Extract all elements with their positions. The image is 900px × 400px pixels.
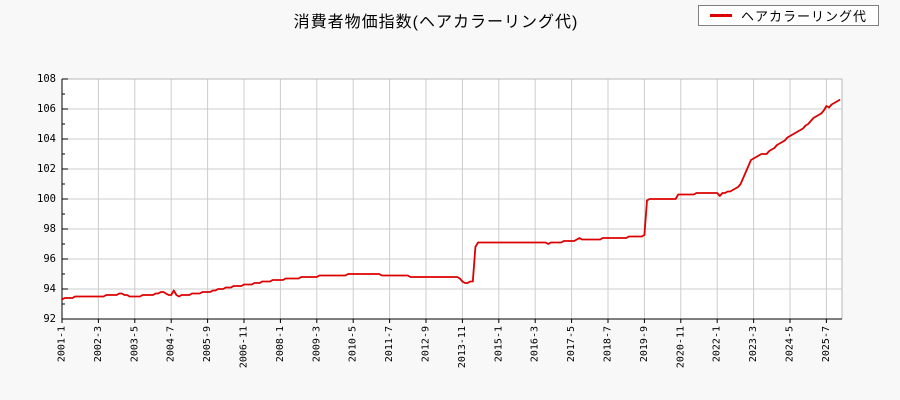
- svg-text:94: 94: [43, 283, 56, 295]
- svg-text:2025-7: 2025-7: [821, 326, 832, 362]
- svg-text:2013-11: 2013-11: [457, 326, 468, 368]
- svg-text:2002-3: 2002-3: [93, 326, 104, 362]
- legend-series-line-icon: [710, 14, 732, 17]
- y-gridlines: [62, 108, 842, 290]
- svg-text:104: 104: [37, 133, 56, 145]
- svg-text:2011-7: 2011-7: [384, 326, 395, 362]
- legend: ヘアカラーリング代: [698, 5, 880, 26]
- svg-text:2020-11: 2020-11: [675, 326, 686, 368]
- svg-text:100: 100: [37, 193, 56, 205]
- svg-text:2023-3: 2023-3: [748, 326, 759, 362]
- svg-text:106: 106: [37, 103, 56, 115]
- svg-text:2015-1: 2015-1: [493, 326, 504, 362]
- y-ticks: [62, 78, 68, 320]
- svg-text:2003-5: 2003-5: [129, 326, 140, 362]
- svg-text:2016-3: 2016-3: [530, 326, 541, 362]
- svg-text:2010-5: 2010-5: [348, 326, 359, 362]
- svg-text:2022-1: 2022-1: [712, 326, 723, 362]
- svg-text:98: 98: [43, 223, 56, 235]
- svg-text:2012-9: 2012-9: [421, 326, 432, 362]
- svg-text:2005-9: 2005-9: [202, 326, 213, 362]
- svg-text:2017-5: 2017-5: [566, 326, 577, 362]
- svg-text:108: 108: [37, 73, 56, 85]
- svg-text:2006-11: 2006-11: [239, 326, 250, 368]
- x-tick-labels: 2001-1 2002-3 2003-5 2004-7 2005-9 2006-11 200…: [57, 326, 832, 368]
- series-line: [61, 99, 841, 301]
- x-gridlines: [97, 79, 827, 319]
- svg-text:2008-1: 2008-1: [275, 326, 286, 362]
- legend-series-label: ヘアカラーリング代: [741, 9, 868, 24]
- svg-text:92: 92: [43, 313, 56, 325]
- svg-text:2001-1: 2001-1: [57, 326, 68, 362]
- x-ticks: [61, 319, 827, 323]
- svg-text:2004-7: 2004-7: [166, 326, 177, 362]
- svg-text:2018-7: 2018-7: [603, 326, 614, 362]
- svg-text:2024-5: 2024-5: [785, 326, 796, 362]
- svg-text:96: 96: [43, 253, 56, 265]
- svg-text:102: 102: [37, 163, 56, 175]
- svg-text:2019-9: 2019-9: [639, 326, 650, 362]
- y-tick-labels: 92 94 96 98 100 102 104 106 108: [37, 73, 56, 325]
- chart-title: 消費者物価指数(ヘアカラーリング代): [293, 14, 579, 31]
- svg-text:2009-3: 2009-3: [311, 326, 322, 362]
